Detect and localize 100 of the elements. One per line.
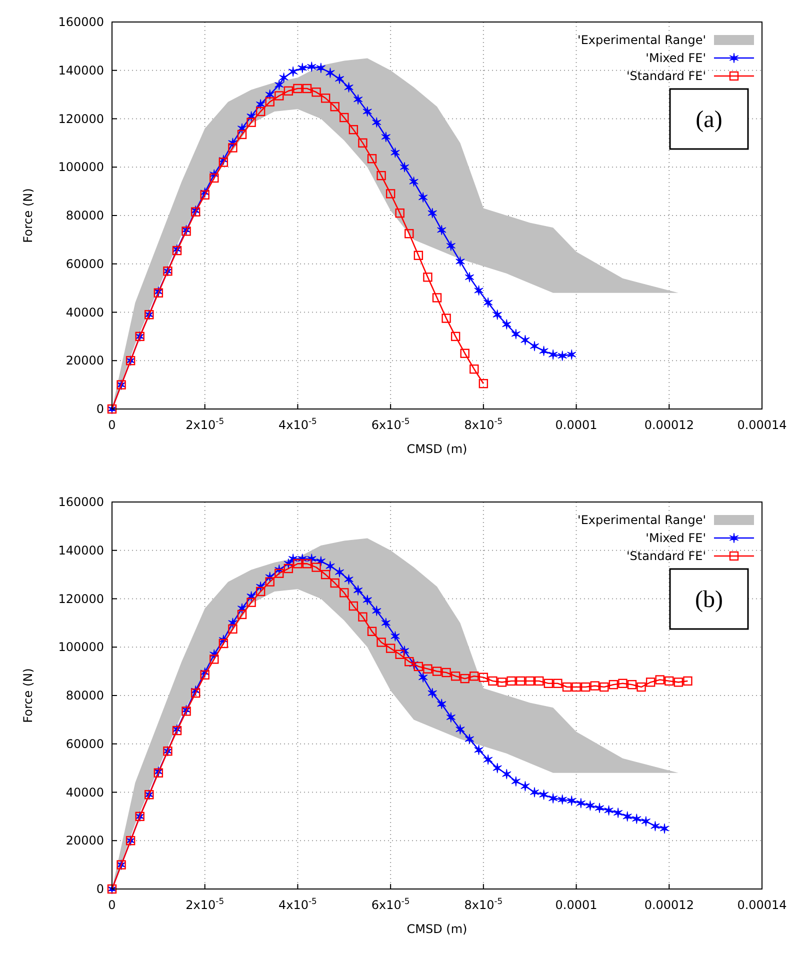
y-axis-title: Force (N) xyxy=(21,668,35,723)
point xyxy=(428,208,437,218)
point xyxy=(298,62,307,74)
point xyxy=(511,328,521,340)
point xyxy=(218,158,228,167)
x-tick-label: 2x10$^{-5}$ xyxy=(186,416,224,432)
legend-label: 'Mixed FE' xyxy=(646,531,706,545)
point xyxy=(256,98,266,110)
point xyxy=(362,106,372,117)
point xyxy=(464,272,474,282)
y-tick-label: 20000 xyxy=(66,354,104,368)
point xyxy=(446,240,456,252)
point xyxy=(265,89,274,100)
point xyxy=(200,190,210,200)
y-tick-label: 60000 xyxy=(66,736,104,751)
y-tick-label: 0 xyxy=(96,882,104,896)
y-tick-label: 120000 xyxy=(58,112,104,126)
point xyxy=(450,332,460,342)
legend-label: 'Standard FE' xyxy=(626,549,706,563)
point xyxy=(348,125,358,134)
x-tick-label: 8x10$^{-5}$ xyxy=(464,896,503,912)
x-tick-label: 0.0001 xyxy=(555,898,598,912)
y-tick-label: 100000 xyxy=(58,160,104,174)
annotation: (b) xyxy=(695,587,723,613)
y-tick-label: 40000 xyxy=(66,305,104,320)
point xyxy=(558,350,567,362)
point xyxy=(376,170,386,180)
x-tick-label: 6x10$^{-5}$ xyxy=(371,896,410,912)
point xyxy=(274,80,284,90)
x-tick-label: 0.00014 xyxy=(737,418,787,432)
point xyxy=(390,147,400,158)
point xyxy=(326,67,335,78)
y-tick-label: 20000 xyxy=(66,834,104,848)
point xyxy=(265,97,274,106)
y-axis-title: Force (N) xyxy=(21,188,35,243)
point xyxy=(367,154,377,164)
point xyxy=(228,143,238,152)
x-tick-label: 0.00012 xyxy=(644,898,694,912)
legend-label: 'Standard FE' xyxy=(626,69,706,83)
point xyxy=(353,94,363,105)
point xyxy=(502,319,512,330)
point xyxy=(316,62,326,74)
x-tick-label: 6x10$^{-5}$ xyxy=(371,416,410,432)
x-tick-label: 4x10$^{-5}$ xyxy=(278,896,317,912)
y-tick-label: 100000 xyxy=(58,640,104,654)
point xyxy=(246,118,256,127)
legend-label: 'Mixed FE' xyxy=(646,51,706,65)
point xyxy=(312,88,321,97)
point xyxy=(400,162,410,172)
point xyxy=(456,256,465,267)
point xyxy=(409,176,418,187)
x-tick-label: 4x10$^{-5}$ xyxy=(278,416,317,432)
x-tick-label: 8x10$^{-5}$ xyxy=(464,416,503,432)
y-tick-label: 0 xyxy=(96,402,104,416)
point xyxy=(340,112,349,122)
point xyxy=(302,84,312,94)
point xyxy=(274,91,284,100)
x-tick-label: 0.00014 xyxy=(737,898,787,912)
point xyxy=(334,74,344,84)
point xyxy=(386,189,396,198)
point xyxy=(237,130,247,140)
y-tick-label: 120000 xyxy=(58,592,104,606)
point xyxy=(567,349,576,360)
legend-label: 'Experimental Range' xyxy=(578,33,706,47)
point xyxy=(530,340,540,352)
point xyxy=(470,364,479,374)
point xyxy=(320,94,330,103)
point xyxy=(293,84,302,94)
point xyxy=(381,132,391,142)
point xyxy=(210,173,219,183)
point xyxy=(344,82,354,93)
legend-label: 'Experimental Range' xyxy=(578,513,706,527)
y-tick-label: 80000 xyxy=(66,688,104,702)
point xyxy=(414,250,424,260)
point xyxy=(372,117,382,128)
point xyxy=(478,379,488,388)
y-tick-label: 140000 xyxy=(58,543,104,558)
point xyxy=(432,293,442,302)
point xyxy=(256,106,266,116)
y-tick-label: 40000 xyxy=(66,785,104,800)
y-tick-label: 80000 xyxy=(66,208,104,222)
point xyxy=(404,229,414,238)
annotation: (a) xyxy=(696,107,722,133)
point xyxy=(330,102,340,112)
y-tick-label: 160000 xyxy=(58,15,104,29)
x-tick-label: 0.0001 xyxy=(555,418,598,432)
point xyxy=(548,349,558,360)
x-tick-label: 0 xyxy=(108,898,116,912)
point xyxy=(492,309,502,320)
point xyxy=(284,86,294,96)
y-tick-label: 140000 xyxy=(58,63,104,78)
point xyxy=(442,314,451,323)
point xyxy=(460,348,470,358)
y-tick-label: 60000 xyxy=(66,256,104,271)
point xyxy=(423,272,432,282)
x-tick-label: 0 xyxy=(108,418,116,432)
x-tick-label: 2x10$^{-5}$ xyxy=(186,896,224,912)
point xyxy=(474,285,484,296)
point xyxy=(288,66,298,77)
point xyxy=(358,138,368,148)
